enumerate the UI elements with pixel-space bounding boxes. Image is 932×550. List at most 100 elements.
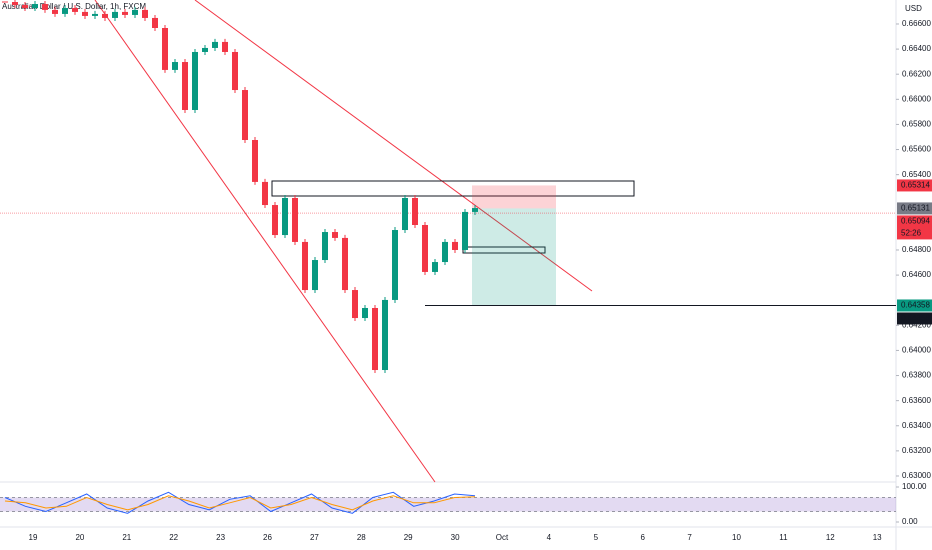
candle [292,198,298,242]
candle [272,205,278,236]
candle [352,290,358,319]
y-tick-label: 0.65600 [902,145,931,154]
rsi-tick-label: 100.00 [902,482,927,491]
countdown: 52:26 [901,229,922,238]
candle [122,11,128,15]
candle [172,62,178,70]
y-tick-label: 0.65400 [902,170,931,179]
x-tick-label: 26 [263,533,272,542]
candle [442,241,448,263]
candle [362,307,368,319]
x-tick-label: 11 [779,533,788,542]
candle [252,139,258,182]
candle [62,8,68,14]
y-tick-label: 0.64000 [902,346,931,355]
candle [232,51,238,91]
y-tick-label: 0.66000 [902,94,931,103]
price-label-bg [897,202,932,215]
chart-title: Australian Dollar / U.S. Dollar, 1h, FXC… [2,2,146,11]
candle [82,11,88,16]
candle [302,241,308,291]
candle [242,90,248,140]
target-zone [472,208,556,306]
candle [182,62,188,110]
x-tick-label: 27 [310,533,319,542]
x-tick-label: 12 [826,533,835,542]
price-label-bg [897,312,932,325]
y-tick-label: 0.64800 [902,245,931,254]
x-tick-label: 28 [357,533,366,542]
candle [392,230,398,300]
x-tick-label: 19 [29,533,38,542]
x-tick-label: 10 [732,533,741,542]
candle [372,307,378,371]
x-tick-label: 29 [404,533,413,542]
candle [312,260,318,291]
candle [342,237,348,291]
x-tick-label: 23 [216,533,225,542]
x-tick-label: 13 [873,533,882,542]
y-tick-label: 0.66600 [902,19,931,28]
x-tick-label: 4 [547,533,552,542]
y-tick-label: 0.63600 [902,396,931,405]
price-label: 0.65314 [901,181,930,190]
candle [142,9,148,18]
candle [202,47,208,52]
zone-box [271,180,635,197]
x-tick-label: 7 [687,533,692,542]
candle [112,11,118,18]
candle [422,224,428,272]
candle [12,2,18,6]
price-label: 0.64358 [901,301,930,310]
y-tick-label: 0.66400 [902,44,931,53]
candle [212,41,218,48]
candle [452,241,458,250]
currency: USD [905,4,922,13]
candle [322,232,328,261]
price-label: 0.64358 [901,314,930,323]
y-tick-label: 0.63800 [902,371,931,380]
candle [52,9,58,14]
price-label-bg [897,215,932,240]
x-tick-label: 21 [122,533,131,542]
y-tick-label: 0.66200 [902,69,931,78]
candle [42,4,48,10]
candle [132,9,138,15]
rsi-line [4,491,476,514]
candle [192,51,198,110]
candle [382,299,388,371]
y-tick-label: 0.63400 [902,421,931,430]
candle [432,262,438,272]
candle [262,181,268,206]
trendline [94,0,436,483]
x-tick-label: 5 [594,533,599,542]
trendline [194,0,593,292]
x-tick-label: 22 [169,533,178,542]
y-tick-label: 0.63200 [902,446,931,455]
price-label: 0.65094 [901,217,930,226]
candle [32,4,38,9]
candle [412,198,418,225]
x-tick-label: 30 [451,533,460,542]
candle [472,208,478,212]
price-label: 0.65131 [901,204,930,213]
y-tick-label: 0.65800 [902,120,931,129]
candle [462,211,468,250]
y-tick-label: 0.64200 [902,320,931,329]
candle [152,17,158,28]
candle [402,198,408,231]
price-label-bg [897,179,932,192]
x-tick-label: 6 [640,533,645,542]
candle [92,13,98,16]
zone-box [462,246,546,254]
candle [222,41,228,52]
y-tick-label: 0.63000 [902,471,931,480]
stop-zone [472,185,556,209]
x-tick-label: Oct [496,533,509,542]
candle [22,5,28,9]
rsi-line [4,495,476,511]
candle [72,8,78,12]
candle [282,198,288,236]
